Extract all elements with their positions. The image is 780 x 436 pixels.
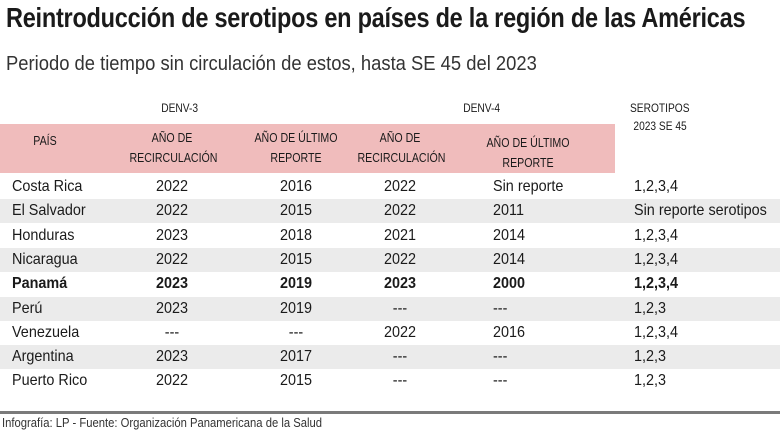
cell-denv4-recirculacion: 2021 xyxy=(383,226,417,244)
cell-serotipos: 1,2,3 xyxy=(634,299,667,317)
cell-serotipos: 1,2,3 xyxy=(634,348,667,366)
cell-serotipos: Sin reporte serotipos xyxy=(634,202,767,220)
cell-denv4-ultimo: 2000 xyxy=(493,275,526,293)
cell-denv3-recirculacion: 2023 xyxy=(155,348,189,366)
cell-pais: Perú xyxy=(12,299,43,317)
cell-denv4-recirculacion: --- xyxy=(392,299,408,317)
cell-denv4-recirculacion: 2023 xyxy=(383,275,417,293)
footer-divider xyxy=(0,411,780,414)
header-denv4-ultimo: AÑO DE ÚLTIMO REPORTE xyxy=(486,136,570,170)
cell-denv3-ultimo: 2019 xyxy=(279,299,313,317)
table-row: Panamá 2023 2019 2023 2000 1,2,3,4 xyxy=(0,272,780,296)
cell-denv3-recirculacion: 2023 xyxy=(155,299,189,317)
cell-pais: Costa Rica xyxy=(12,178,83,195)
cell-denv3-recirculacion: 2023 xyxy=(155,275,189,293)
cell-denv3-ultimo: 2015 xyxy=(279,250,313,268)
cell-denv3-recirculacion: 2022 xyxy=(155,250,189,268)
table-row: Argentina 2023 2017 --- --- 1,2,3 xyxy=(0,345,780,370)
cell-denv3-recirculacion: 2022 xyxy=(155,202,189,220)
cell-denv4-ultimo: --- xyxy=(493,348,508,366)
table-row: Costa Rica 2022 2016 2022 Sin reporte 1,2,3,4 xyxy=(0,175,780,199)
table-header xyxy=(0,124,615,173)
cell-denv4-recirculacion: --- xyxy=(392,372,408,390)
cell-denv3-ultimo: 2016 xyxy=(279,178,313,195)
cell-denv3-ultimo: 2017 xyxy=(279,348,313,366)
cell-denv4-recirculacion: 2022 xyxy=(383,178,417,195)
header-denv3-ultimo: AÑO DE ÚLTIMO REPORTE xyxy=(254,131,338,165)
cell-serotipos: 1,2,3,4 xyxy=(634,250,679,268)
cell-denv3-ultimo: 2015 xyxy=(279,372,313,390)
header-denv4-recirculacion: AÑO DE RECIRCULACIÓN xyxy=(357,131,446,165)
cell-pais: Panamá xyxy=(12,275,68,293)
cell-serotipos: 1,2,3 xyxy=(634,372,667,390)
cell-denv4-ultimo: Sin reporte xyxy=(493,178,564,195)
cell-denv3-ultimo: 2018 xyxy=(279,226,313,244)
cell-denv4-ultimo: 2016 xyxy=(493,323,526,341)
serotipos-sublabel: 2023 SE 45 xyxy=(633,119,687,133)
cell-denv4-ultimo: 2014 xyxy=(493,226,526,244)
footer-credit: Infografía: LP - Fuente: Organización Pa… xyxy=(2,416,322,430)
cell-serotipos: 1,2,3,4 xyxy=(634,226,679,244)
cell-serotipos: 1,2,3,4 xyxy=(634,323,679,341)
table-row: Venezuela --- --- 2022 2016 1,2,3,4 xyxy=(0,321,780,345)
table-row: Perú 2023 2019 --- --- 1,2,3 xyxy=(0,296,780,321)
cell-denv3-ultimo: --- xyxy=(288,323,304,341)
cell-denv3-recirculacion: --- xyxy=(164,323,180,341)
cell-denv4-recirculacion: 2022 xyxy=(383,250,417,268)
table-row: El Salvador 2022 2015 2022 2011 Sin reporte s… xyxy=(0,199,780,224)
cell-denv3-ultimo: 2019 xyxy=(279,275,313,293)
page-title: Reintroducción de serotipos en países de… xyxy=(6,2,746,33)
header-denv3-recirculacion: AÑO DE RECIRCULACIÓN xyxy=(129,131,218,165)
subtitle: Periodo de tiempo sin circulación de est… xyxy=(6,53,537,75)
cell-pais: El Salvador xyxy=(12,202,86,220)
cell-pais: Puerto Rico xyxy=(12,372,88,390)
cell-serotipos: 1,2,3,4 xyxy=(634,178,679,195)
cell-denv3-ultimo: 2015 xyxy=(279,202,313,220)
cell-pais: Nicaragua xyxy=(12,250,78,268)
table-row: Nicaragua 2022 2015 2022 2014 1,2,3,4 xyxy=(0,247,780,272)
group-serotipos: SEROTIPOS 2023 SE 45 xyxy=(630,101,690,133)
cell-denv4-ultimo: --- xyxy=(493,372,508,390)
table-row: Puerto Rico 2022 2015 --- --- 1,2,3 xyxy=(0,369,780,393)
table-row: Honduras 2023 2018 2021 2014 1,2,3,4 xyxy=(0,224,780,248)
serotipos-label: SEROTIPOS xyxy=(630,101,690,115)
cell-denv4-ultimo: 2014 xyxy=(493,250,526,268)
cell-pais: Venezuela xyxy=(12,323,80,341)
group-denv3: DENV-3 xyxy=(161,101,199,115)
cell-pais: Honduras xyxy=(12,226,75,244)
header-pais: PAÍS xyxy=(33,134,57,148)
cell-denv3-recirculacion: 2022 xyxy=(155,178,189,195)
cell-serotipos: 1,2,3,4 xyxy=(634,275,679,293)
cell-denv4-recirculacion: 2022 xyxy=(383,202,417,220)
cell-denv4-ultimo: 2011 xyxy=(493,202,524,220)
cell-pais: Argentina xyxy=(12,348,74,366)
cell-denv3-recirculacion: 2023 xyxy=(155,226,189,244)
cell-denv4-recirculacion: --- xyxy=(392,348,408,366)
group-denv4: DENV-4 xyxy=(463,101,501,115)
cell-denv4-ultimo: --- xyxy=(493,299,508,317)
cell-denv4-recirculacion: 2022 xyxy=(383,323,417,341)
cell-denv3-recirculacion: 2022 xyxy=(155,372,189,390)
